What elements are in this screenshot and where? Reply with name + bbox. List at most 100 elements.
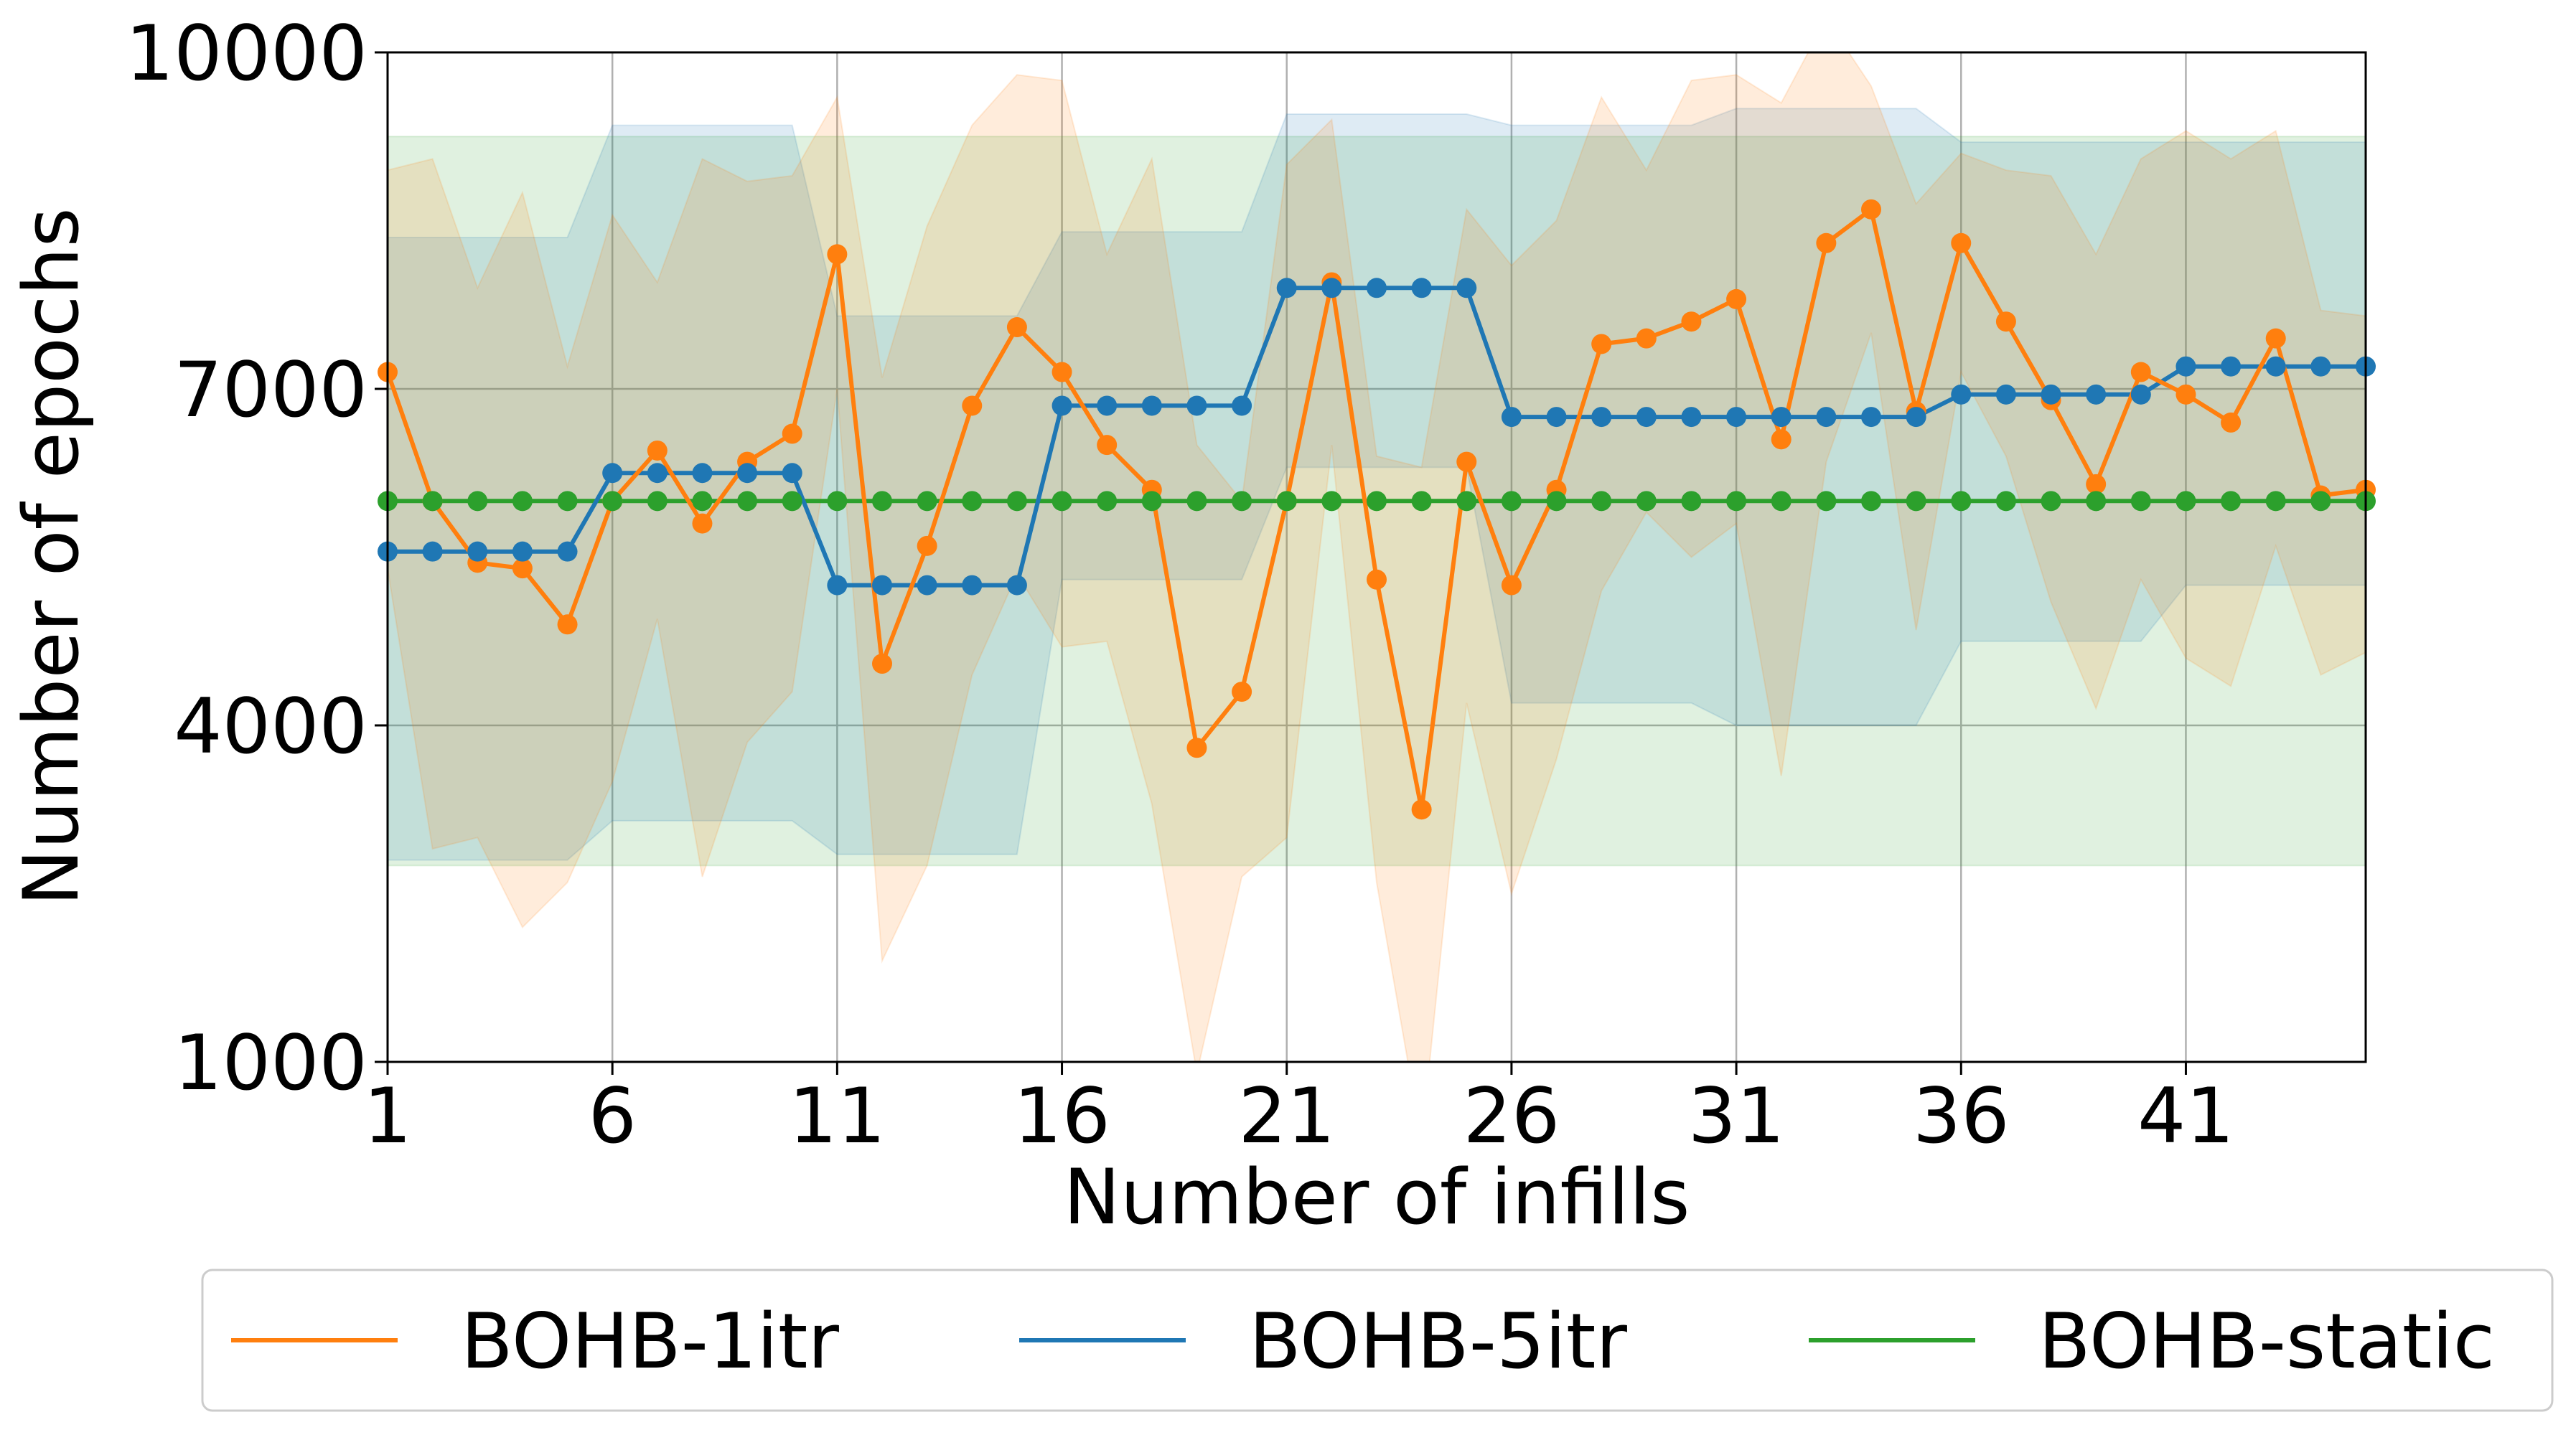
bohb-5itr-point [1006, 575, 1027, 596]
bohb-static-point [2265, 491, 2286, 512]
bohb-1itr-point [1951, 232, 1972, 253]
bohb-1itr-point [1771, 429, 1792, 450]
bohb-5itr-point [1321, 278, 1342, 298]
bohb-5itr-point [557, 541, 578, 562]
bohb-1itr-point [1681, 311, 1702, 332]
bohb-1itr-point [2175, 384, 2196, 405]
bohb-5itr-point [1232, 395, 1252, 416]
bohb-5itr-point [1141, 395, 1162, 416]
bohb-static-point [1501, 491, 1522, 512]
bohb-1itr-point [1816, 232, 1837, 253]
bohb-5itr-point [467, 541, 488, 562]
bohb-5itr-point [827, 575, 848, 596]
bohb-5itr-point [2086, 384, 2107, 405]
bohb-1itr-point [1636, 328, 1657, 349]
bohb-static-point [1995, 491, 2016, 512]
bohb-5itr-point [1546, 407, 1567, 428]
bohb-5itr-point [1861, 407, 1881, 428]
bohb-static-point [602, 491, 623, 512]
x-tick-label: 31 [1688, 1072, 1785, 1160]
bohb-static-legend-label: BOHB-static [2038, 1297, 2495, 1385]
x-tick-label: 1 [363, 1072, 411, 1160]
bohb-5itr-points [378, 278, 2376, 596]
bohb-5itr-point [2041, 384, 2061, 405]
bohb-static-point [1591, 491, 1612, 512]
bohb-5itr-point [2265, 356, 2286, 377]
bohb-1itr-legend-label: BOHB-1itr [461, 1297, 839, 1385]
bohb-static-point [1636, 491, 1657, 512]
bohb-1itr-point [512, 558, 533, 579]
bohb-1itr-point [557, 614, 578, 635]
bohb-static-point [1367, 491, 1387, 512]
bohb-static-points [378, 491, 2376, 512]
bohb-1itr-point [1861, 199, 1881, 220]
bohb-5itr-point [1771, 407, 1792, 428]
bohb-static-point [872, 491, 892, 512]
bohb-5itr-point [1906, 407, 1926, 428]
bohb-static-point [1141, 491, 1162, 512]
bohb-static-point [1097, 491, 1118, 512]
bohb-5itr-point [1591, 407, 1612, 428]
bohb-5itr-point [1951, 384, 1972, 405]
bohb-static-point [512, 491, 533, 512]
y-axis-label: Number of epochs [7, 207, 95, 905]
x-tick-label: 41 [2137, 1072, 2234, 1160]
bohb-static-point [2086, 491, 2107, 512]
bohb-5itr-point [962, 575, 983, 596]
bohb-5itr-point [1411, 278, 1432, 298]
bohb-static-point [692, 491, 713, 512]
bohb-5itr-point [692, 463, 713, 484]
bohb-static-point [1681, 491, 1702, 512]
x-tick-label: 11 [789, 1072, 886, 1160]
bohb-1itr-point [827, 244, 848, 265]
x-tick-label: 21 [1238, 1072, 1335, 1160]
bohb-1itr-point [1006, 317, 1027, 338]
bohb-static-point [2221, 491, 2242, 512]
bohb-5itr-point [1681, 407, 1702, 428]
x-tick-label: 6 [588, 1072, 636, 1160]
bohb-5itr-point [1636, 407, 1657, 428]
bohb-5itr-point [917, 575, 937, 596]
bohb-5itr-point [1052, 395, 1072, 416]
bohb-static-point [962, 491, 983, 512]
bohb-static-point [917, 491, 937, 512]
bohb-1itr-point [1456, 451, 1477, 472]
bohb-5itr-point [2130, 384, 2151, 405]
bohb-5itr-point [1501, 407, 1522, 428]
bohb-1itr-point [1501, 575, 1522, 596]
bohb-1itr-point [692, 513, 713, 534]
bohb-1itr-point [1726, 288, 1747, 309]
bohb-static-point [2175, 491, 2196, 512]
x-tick-label: 16 [1013, 1072, 1110, 1160]
bohb-static-point [2310, 491, 2331, 512]
bohb-static-point [1456, 491, 1477, 512]
bohb-5itr-point [1186, 395, 1207, 416]
bohb-5itr-point [602, 463, 623, 484]
bohb-5itr-point [872, 575, 892, 596]
plot-frame [386, 51, 2367, 1063]
bohb-1itr-point [2086, 474, 2107, 494]
bohb-5itr-point [737, 463, 758, 484]
bohb-static-point [782, 491, 802, 512]
bohb-5itr-point [512, 541, 533, 562]
bohb-5itr-point [1995, 384, 2016, 405]
bohb-1itr-band [388, 52, 2366, 1062]
bohb-5itr-point [1816, 407, 1837, 428]
bohb-1itr-point [1052, 362, 1072, 382]
bohb-1itr-point [1097, 435, 1118, 456]
bohb-1itr-point [782, 423, 802, 444]
bohb-static-point [1321, 491, 1342, 512]
bohb-static-point [827, 491, 848, 512]
bohb-1itr-point [1411, 799, 1432, 820]
bohb-static-point [2130, 491, 2151, 512]
bohb-5itr-point [422, 541, 443, 562]
bohb-static-point [1726, 491, 1747, 512]
bohb-5itr-point [2221, 356, 2242, 377]
bohb-5itr-point [1456, 278, 1477, 298]
bohb-5itr-point [647, 463, 668, 484]
bohb-static-point [467, 491, 488, 512]
bohb-5itr-point [1276, 278, 1297, 298]
bohb-static-point [1276, 491, 1297, 512]
x-tick-label: 26 [1463, 1072, 1560, 1160]
